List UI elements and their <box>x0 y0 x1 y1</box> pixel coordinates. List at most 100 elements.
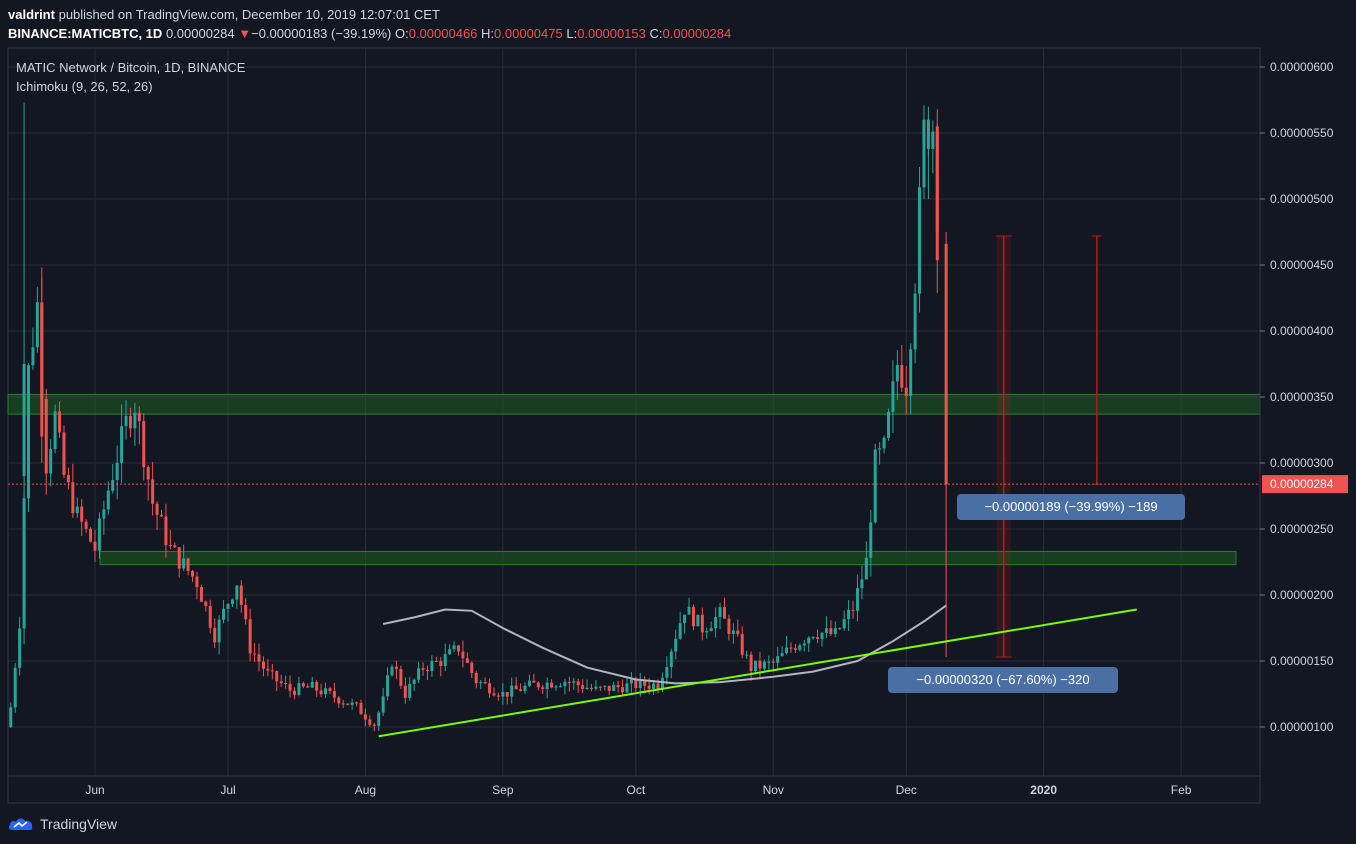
measure-label-box[interactable] <box>888 667 1118 693</box>
candle-body <box>403 685 407 698</box>
candle-body <box>514 685 518 690</box>
candle-body <box>572 681 576 683</box>
candle-body <box>337 697 341 704</box>
y-tick-label: 0.00000200 <box>1270 588 1334 602</box>
resistance-zone[interactable] <box>7 393 1261 415</box>
candle-body <box>106 490 110 510</box>
candle-body <box>762 661 766 669</box>
candle-body <box>89 528 93 542</box>
candle-body <box>66 474 70 483</box>
candle-body <box>696 614 700 627</box>
candle-body <box>731 630 735 634</box>
candle-body <box>213 627 217 643</box>
candle-body <box>62 432 66 475</box>
candle-body <box>58 411 62 433</box>
support-zone[interactable] <box>99 550 1237 566</box>
candle-body <box>355 702 359 704</box>
candle-body <box>944 243 948 485</box>
candle-body <box>656 683 660 690</box>
candle-body <box>545 682 549 690</box>
measure-label-box[interactable] <box>957 494 1185 520</box>
candle-body <box>625 683 629 693</box>
candle-body <box>607 685 611 691</box>
candle-body <box>377 712 381 726</box>
chart-header: valdrint published on TradingView.com, D… <box>0 0 1356 46</box>
tradingview-cloud-icon <box>8 818 33 830</box>
candle-body <box>895 364 899 382</box>
candle-body <box>257 654 261 662</box>
candle-body <box>909 349 913 396</box>
candle-body <box>691 606 695 627</box>
measure-label: −0.00000189 (−39.99%) −189 <box>984 499 1157 514</box>
symbol-label[interactable]: BINANCE:MATICBTC, 1D <box>8 26 163 41</box>
candle-body <box>802 643 806 646</box>
candle-body <box>563 681 567 687</box>
candle-body <box>567 681 571 683</box>
candle-body <box>177 547 181 569</box>
candle-body <box>399 669 403 686</box>
candle-body <box>288 683 292 691</box>
y-tick-label: 0.00000600 <box>1270 60 1334 74</box>
candle-body <box>359 702 363 715</box>
candle-body <box>279 681 283 684</box>
candle-body <box>275 671 279 682</box>
publisher-name[interactable]: valdrint <box>8 7 55 22</box>
candle-body <box>297 683 301 695</box>
candle-body <box>754 660 758 671</box>
candle-body <box>84 521 88 529</box>
tradingview-logo[interactable]: TradingView <box>8 814 117 834</box>
candle-body <box>541 687 545 690</box>
candle-body <box>536 682 540 688</box>
candle-body <box>891 381 895 413</box>
candle-body <box>700 614 704 633</box>
candle-body <box>381 696 385 713</box>
candle-body <box>838 628 842 630</box>
candle-body <box>306 686 310 688</box>
candle-body <box>301 683 305 687</box>
x-tick-label: Jul <box>220 783 235 797</box>
candle-body <box>27 365 31 499</box>
candle-body <box>687 606 691 615</box>
candle-body <box>421 668 425 670</box>
candle-body <box>887 412 891 438</box>
y-tick-label: 0.00000100 <box>1270 720 1334 734</box>
current-price-label: 0.00000284 <box>1270 477 1334 491</box>
candle-body <box>363 714 367 720</box>
candle-body <box>829 628 833 635</box>
candle-body <box>776 656 780 663</box>
price-axis[interactable]: 0.00000600 0.00000550 0.00000500 0.00000450… <box>1260 60 1348 734</box>
high-label: H: <box>481 26 495 41</box>
candle-body <box>833 628 837 635</box>
candle-body <box>488 683 492 694</box>
candle-body <box>922 119 926 188</box>
candle-body <box>558 686 562 688</box>
candle-body <box>168 545 172 547</box>
candle-body <box>554 686 558 688</box>
candle-body <box>807 637 811 644</box>
ascending-trendline[interactable] <box>378 608 1137 738</box>
candle-body <box>133 412 137 429</box>
candle-body <box>222 608 226 620</box>
candles-layer <box>9 102 948 732</box>
time-axis[interactable]: Jun Jul Aug Sep Oct Nov Dec 2020 Feb <box>85 783 1191 797</box>
close-value: 0.00000284 <box>662 26 732 41</box>
candle-body <box>722 607 726 619</box>
candle-body <box>434 660 438 662</box>
candle-body <box>629 679 633 684</box>
publication-line: valdrint published on TradingView.com, D… <box>8 7 440 22</box>
high-value: 0.00000475 <box>494 26 563 41</box>
candle-body <box>53 411 57 450</box>
candle-body <box>709 628 713 631</box>
candle-body <box>332 690 336 698</box>
current-price-badge <box>1262 475 1348 494</box>
chart-title: MATIC Network / Bitcoin, 1D, BINANCE <box>16 60 246 75</box>
candle-body <box>93 541 97 551</box>
indicator-label[interactable]: Ichimoku (9, 26, 52, 26) <box>16 79 153 94</box>
measure-label: −0.00000320 (−67.60%) −320 <box>916 672 1089 687</box>
y-tick-label: 0.00000500 <box>1270 192 1334 206</box>
candle-body <box>412 679 416 684</box>
candle-body <box>137 412 141 422</box>
candle-body <box>35 302 39 348</box>
candle-body <box>926 133 930 147</box>
